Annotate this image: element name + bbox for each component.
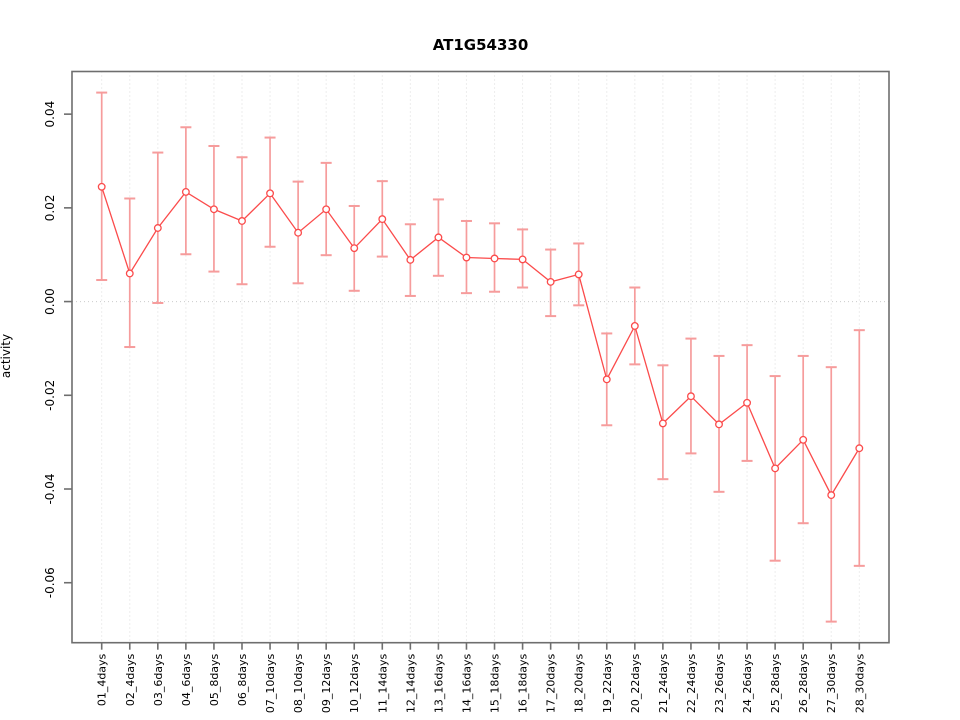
x-tick-label: 08_10days xyxy=(292,653,305,713)
x-tick-label: 28_30days xyxy=(853,653,866,713)
x-tick-label: 02_4days xyxy=(124,653,137,706)
x-tick-label: 23_26days xyxy=(713,653,726,713)
chart-title: AT1G54330 xyxy=(432,36,529,54)
data-point xyxy=(546,277,555,286)
x-tick-label: 14_16days xyxy=(460,653,473,713)
x-tick-label: 03_6days xyxy=(152,653,165,706)
data-point xyxy=(715,420,723,429)
data-point xyxy=(518,255,527,264)
data-point xyxy=(266,189,275,198)
x-tick-label: 11_14days xyxy=(376,653,389,713)
data-point xyxy=(378,215,387,224)
data-point xyxy=(827,491,836,500)
y-tick-label: -0.02 xyxy=(43,380,57,411)
x-tick-label: 27_30days xyxy=(825,653,838,713)
data-point xyxy=(125,269,134,278)
data-point xyxy=(322,205,331,214)
x-tick-label: 13_16days xyxy=(432,653,445,713)
x-tick-label: 05_8days xyxy=(208,653,221,706)
x-tick-label: 16_18days xyxy=(517,653,530,713)
data-point xyxy=(658,419,667,428)
y-tick-label: -0.06 xyxy=(43,567,57,598)
x-tick-label: 22_24days xyxy=(685,653,698,713)
x-tick-label: 12_14days xyxy=(404,653,417,713)
data-point xyxy=(462,253,471,262)
x-tick-label: 26_28days xyxy=(797,653,810,713)
data-point xyxy=(574,270,583,279)
data-point xyxy=(490,254,499,263)
data-point xyxy=(743,398,752,407)
data-point xyxy=(294,228,303,237)
x-tick-label: 06_8days xyxy=(236,653,249,706)
y-tick-label: -0.04 xyxy=(43,473,57,504)
x-tick-label: 20_22days xyxy=(629,653,642,713)
x-tick-label: 25_28days xyxy=(769,653,782,713)
y-tick-label: 0.00 xyxy=(43,288,57,315)
data-series-line xyxy=(101,186,860,497)
data-point xyxy=(602,375,611,384)
plot-frame xyxy=(71,70,890,644)
data-point xyxy=(799,435,808,444)
x-tick-label: 10_12days xyxy=(348,653,361,713)
data-point xyxy=(855,444,864,453)
x-tick-label: 15_18days xyxy=(489,653,502,713)
x-tick-label: 24_26days xyxy=(741,653,754,713)
data-point xyxy=(350,244,359,253)
x-tick-label: 07_10days xyxy=(264,653,277,713)
x-tick-label: 04_6days xyxy=(180,653,193,706)
data-point xyxy=(181,187,190,196)
y-tick-label: 0.04 xyxy=(43,101,57,128)
data-point xyxy=(434,233,443,242)
data-point xyxy=(630,321,639,330)
data-point xyxy=(238,217,246,225)
x-tick-label: 17_20days xyxy=(545,653,558,713)
data-point xyxy=(771,464,780,473)
data-point xyxy=(153,224,162,232)
data-point xyxy=(97,182,106,191)
data-point xyxy=(209,205,218,214)
x-tick-label: 18_20days xyxy=(573,653,586,713)
y-tick-label: 0.02 xyxy=(43,194,57,221)
data-point xyxy=(406,255,415,264)
x-tick-label: 09_12days xyxy=(320,653,333,713)
x-tick-label: 01_4days xyxy=(96,653,109,706)
x-tick-label: 19_22days xyxy=(601,653,614,713)
x-tick-label: 21_24days xyxy=(657,653,670,713)
data-point xyxy=(686,392,695,401)
